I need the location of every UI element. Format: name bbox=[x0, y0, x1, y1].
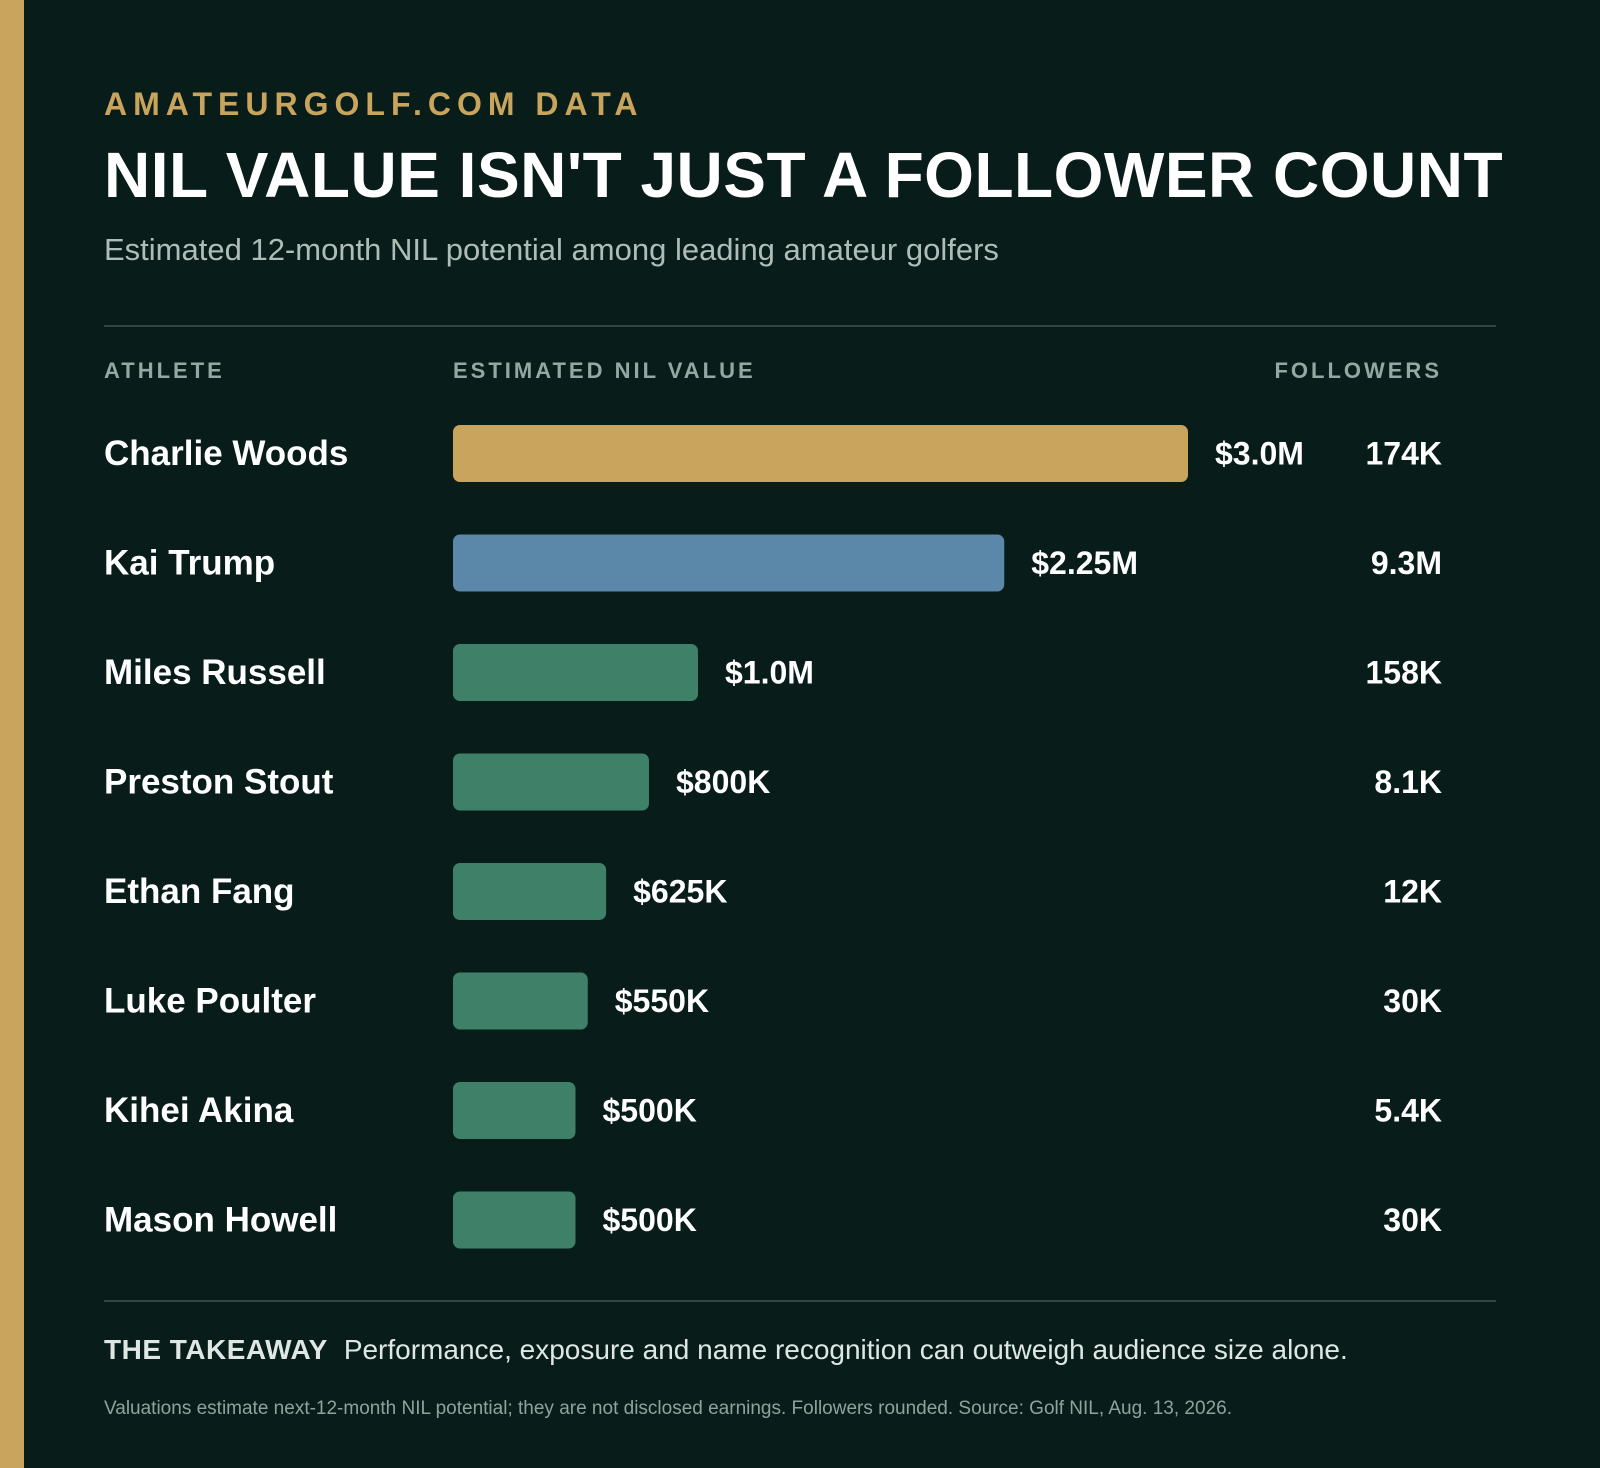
kicker-label: AMATEURGOLF.COM DATA bbox=[104, 86, 644, 122]
value-label-kihei-akina: $500K bbox=[603, 1093, 697, 1129]
value-label-charlie-woods: $3.0M bbox=[1215, 436, 1304, 472]
bar-ethan-fang bbox=[453, 863, 607, 920]
footnote: Valuations estimate next-12-month NIL po… bbox=[104, 1398, 1232, 1419]
value-label-preston-stout: $800K bbox=[676, 764, 770, 800]
takeaway-label: THE TAKEAWAY bbox=[104, 1334, 328, 1365]
athlete-name-kihei-akina: Kihei Akina bbox=[104, 1091, 294, 1130]
athlete-name-preston-stout: Preston Stout bbox=[104, 763, 334, 802]
followers-miles-russell: 158K bbox=[1366, 655, 1443, 691]
bar-preston-stout bbox=[453, 753, 649, 811]
column-header-athlete: ATHLETE bbox=[104, 358, 225, 383]
athlete-name-ethan-fang: Ethan Fang bbox=[104, 872, 295, 911]
bar-charlie-woods bbox=[453, 425, 1188, 482]
athlete-name-luke-poulter: Luke Poulter bbox=[104, 982, 316, 1021]
top-divider bbox=[104, 325, 1496, 327]
bar-kai-trump bbox=[453, 534, 1005, 592]
value-label-kai-trump: $2.25M bbox=[1031, 545, 1138, 581]
followers-kai-trump: 9.3M bbox=[1371, 545, 1442, 581]
followers-kihei-akina: 5.4K bbox=[1374, 1093, 1442, 1129]
athlete-name-miles-russell: Miles Russell bbox=[104, 653, 326, 692]
athlete-name-charlie-woods: Charlie Woods bbox=[104, 434, 348, 473]
bar-kihei-akina bbox=[453, 1082, 576, 1139]
chart-subtitle: Estimated 12-month NIL potential among l… bbox=[104, 232, 999, 267]
followers-luke-poulter: 30K bbox=[1383, 983, 1442, 1019]
left-accent-bar bbox=[0, 0, 24, 1468]
value-label-miles-russell: $1.0M bbox=[725, 655, 814, 691]
athlete-name-kai-trump: Kai Trump bbox=[104, 544, 275, 583]
athlete-name-mason-howell: Mason Howell bbox=[104, 1201, 337, 1240]
value-label-luke-poulter: $550K bbox=[615, 983, 709, 1019]
followers-preston-stout: 8.1K bbox=[1374, 764, 1442, 800]
followers-ethan-fang: 12K bbox=[1383, 874, 1442, 910]
column-header-followers: FOLLOWERS bbox=[1274, 358, 1442, 383]
column-header-value: ESTIMATED NIL VALUE bbox=[453, 358, 756, 383]
bottom-divider bbox=[104, 1300, 1496, 1302]
chart-title: NIL VALUE ISN'T JUST A FOLLOWER COUNT bbox=[104, 139, 1504, 211]
takeaway: THE TAKEAWAY Performance, exposure and na… bbox=[104, 1334, 1348, 1366]
bar-mason-howell bbox=[453, 1191, 576, 1249]
bar-miles-russell bbox=[453, 644, 698, 701]
takeaway-text: Performance, exposure and name recogniti… bbox=[343, 1334, 1348, 1365]
followers-charlie-woods: 174K bbox=[1366, 436, 1443, 472]
value-label-mason-howell: $500K bbox=[603, 1202, 697, 1238]
value-label-ethan-fang: $625K bbox=[633, 874, 727, 910]
bar-luke-poulter bbox=[453, 972, 588, 1030]
followers-mason-howell: 30K bbox=[1383, 1202, 1442, 1238]
